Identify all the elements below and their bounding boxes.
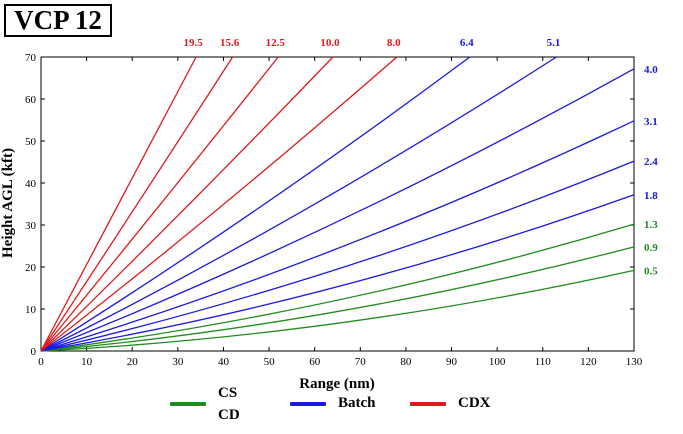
x-tick-label: 30 (172, 356, 184, 368)
x-tick-label: 80 (400, 356, 412, 368)
series-line-0.9 (40, 246, 635, 352)
x-tick-label: 60 (309, 356, 321, 368)
y-axis-title: Height AGL (kft) (0, 148, 16, 258)
series-line-3.1 (40, 120, 635, 352)
x-tick-label: 50 (264, 356, 276, 368)
series-label-3.1: 3.1 (644, 116, 658, 128)
legend-swatch-0 (170, 402, 206, 406)
series-line-0.5 (40, 269, 635, 352)
y-tick-label: 10 (25, 304, 37, 316)
vcp-title: VCP 12 (4, 4, 112, 37)
x-tick-label: 100 (489, 356, 506, 368)
series-line-12.5 (40, 56, 279, 352)
legend-label: Batch (338, 395, 376, 411)
series-line-4.0 (40, 68, 635, 352)
series-line-5.1 (40, 56, 557, 352)
plot-frame (40, 56, 635, 352)
x-tick-label: 110 (535, 356, 552, 368)
series-label-15.6: 15.6 (220, 37, 240, 49)
series-label-19.5: 19.5 (183, 37, 203, 49)
y-tick-label: 20 (25, 262, 37, 274)
series-line-8.0 (40, 56, 398, 352)
x-tick-label: 130 (626, 356, 643, 368)
series-label-0.9: 0.9 (644, 242, 658, 254)
series-line-15.6 (40, 56, 234, 352)
series-label-4.0: 4.0 (644, 64, 658, 76)
y-tick-label: 60 (25, 94, 37, 106)
y-tick-label: 50 (25, 136, 37, 148)
series-label-1.3: 1.3 (644, 219, 658, 231)
series-line-19.5 (40, 56, 197, 352)
series-label-1.8: 1.8 (644, 190, 658, 202)
series-label-0.5: 0.5 (644, 265, 658, 277)
series-label-5.1: 5.1 (547, 37, 561, 49)
legend-label: CDX (458, 395, 491, 411)
x-tick-label: 10 (81, 356, 93, 368)
y-tick-label: 70 (25, 52, 37, 64)
series-line-2.4 (40, 160, 635, 352)
series-labels: 0.5 0.9 1.3 1.8 2.4 3.1 4.0 5.1 6.4 8.0 10.0 12.5 15… (183, 37, 658, 277)
x-tick-label: 120 (580, 356, 597, 368)
series-label-12.5: 12.5 (266, 37, 286, 49)
y-tick-label: 0 (31, 346, 37, 358)
legend-swatch-2 (410, 402, 446, 406)
series-line-1.3 (40, 223, 635, 352)
legend-label: CS (218, 385, 238, 401)
y-tick-label: 40 (25, 178, 37, 190)
x-tick-label: 40 (218, 356, 230, 368)
series-label-2.4: 2.4 (644, 156, 658, 168)
axes: 0 10 20 30 40 50 60 70 80 90 100 110 120 130 0 10 20 30 40… (25, 52, 643, 368)
series-lines (40, 56, 635, 352)
x-tick-label: 0 (38, 356, 44, 368)
y-tick-label: 30 (25, 220, 37, 232)
series-label-8.0: 8.0 (387, 37, 401, 49)
series-label-6.4: 6.4 (460, 37, 474, 49)
series-line-6.4 (40, 56, 471, 352)
series-line-1.8 (40, 194, 635, 352)
legend-swatch-1 (290, 402, 326, 406)
x-tick-label: 20 (127, 356, 139, 368)
x-tick-label: 70 (355, 356, 367, 368)
x-axis-title: Range (nm) (299, 376, 374, 392)
x-tick-label: 90 (446, 356, 458, 368)
legend-label: CD (218, 407, 240, 423)
series-line-10.0 (40, 56, 334, 352)
series-label-10.0: 10.0 (320, 37, 340, 49)
